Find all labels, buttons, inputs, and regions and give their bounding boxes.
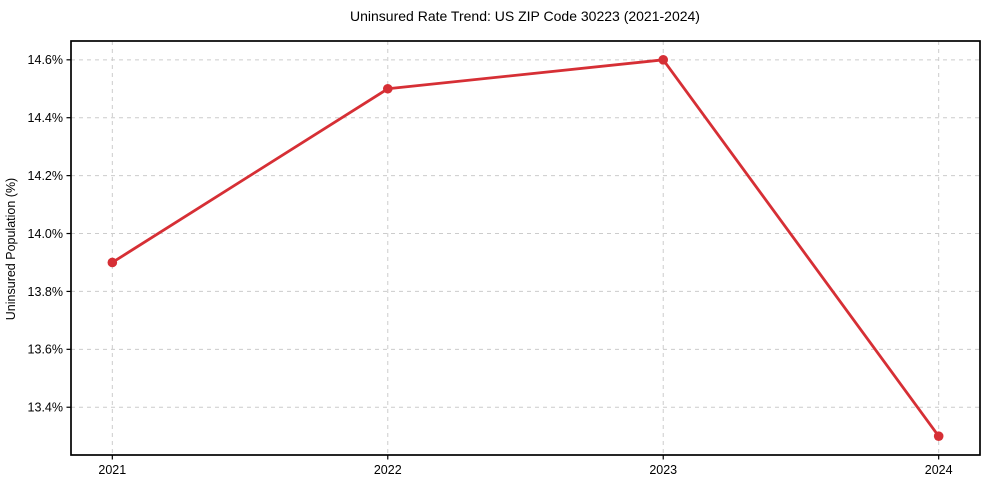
x-tick-label: 2023 <box>649 463 677 477</box>
data-point-marker <box>658 55 669 65</box>
x-tick-label: 2022 <box>374 463 402 477</box>
x-tick-label: 2021 <box>98 463 126 477</box>
y-tick-label: 13.4% <box>28 401 63 415</box>
data-point-marker <box>107 257 118 268</box>
series-layer <box>107 55 944 441</box>
x-tick-label: 2024 <box>925 463 953 477</box>
y-axis-title: Uninsured Population (%) <box>4 178 18 320</box>
y-tick-label: 14.2% <box>28 169 63 183</box>
y-tick-label: 14.4% <box>28 111 63 125</box>
y-tick-label: 14.6% <box>28 53 63 67</box>
data-point-marker <box>933 431 944 441</box>
y-tick-label: 13.8% <box>28 285 63 299</box>
chart-title: Uninsured Rate Trend: US ZIP Code 30223 … <box>350 8 700 24</box>
y-tick-label: 14.0% <box>28 227 63 241</box>
data-point-marker <box>382 83 393 94</box>
plot-border <box>70 40 981 456</box>
trend-line <box>110 58 941 438</box>
y-tick-label: 13.6% <box>28 343 63 357</box>
axis-layer: 13.4% 13.6% 13.8% 14.0% 14.2% 14.4% 14.6% 2021 2… <box>28 40 981 477</box>
grid-layer <box>71 41 980 455</box>
